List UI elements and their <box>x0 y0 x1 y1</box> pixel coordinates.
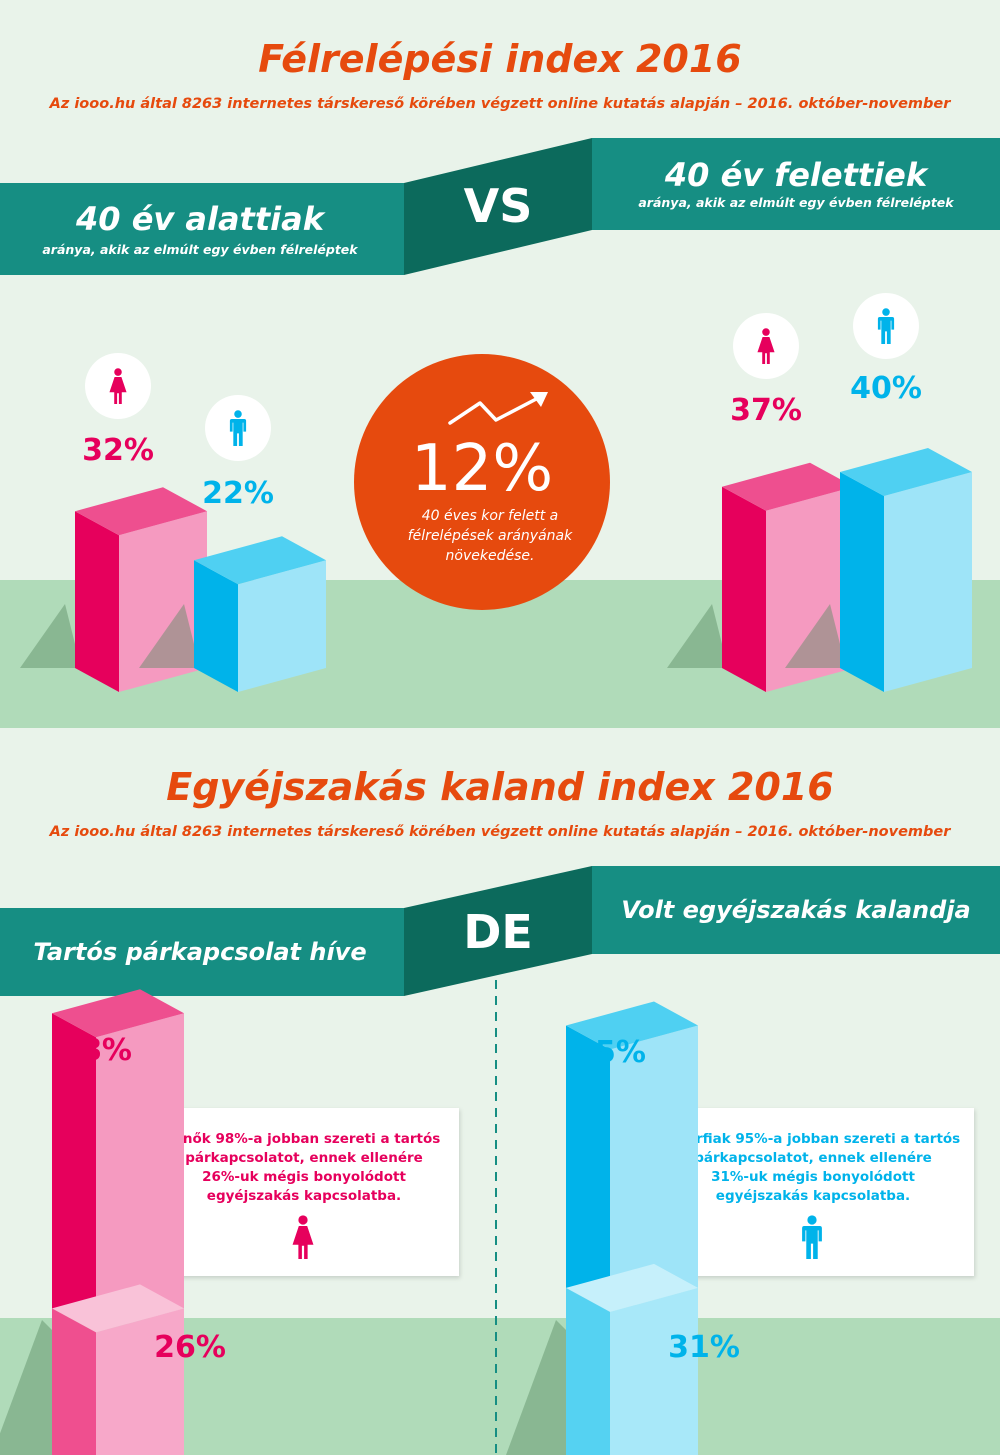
section-2: Egyéjszakás kaland index 2016 Az iooo.hu… <box>0 765 1000 1455</box>
heading-one-night: Volt egyéjszakás kalandja <box>621 896 971 924</box>
chart-2-bars <box>0 989 698 1455</box>
bar-side <box>766 486 854 692</box>
growth-text-line-1: 40 éves kor felett a <box>422 508 558 524</box>
bar-side <box>238 560 326 692</box>
men-box-line-1: A férfiak 95%-a jobban szereti a tartós <box>666 1131 960 1147</box>
de-label: DE <box>463 905 533 959</box>
bar-split-top <box>52 1284 184 1333</box>
men-info-box: A férfiak 95%-a jobban szereti a tartós … <box>658 1108 974 1276</box>
label-over-40-women: 37% <box>730 393 802 428</box>
label-men-long-term: 95% <box>574 1035 646 1070</box>
bar-male-1 <box>785 448 972 692</box>
bar-female-long-term <box>0 989 184 1455</box>
caption-under-40: aránya, akik az elmúlt egy évben félrelé… <box>42 242 358 257</box>
bar-top <box>566 1001 698 1050</box>
growth-text-line-2: félrelépések arányának <box>408 528 573 544</box>
label-under-40-women: 32% <box>82 433 154 468</box>
bar-shadow <box>667 604 722 668</box>
growth-text-line-3: növekedése. <box>446 548 535 564</box>
bar-side-lower <box>96 1308 184 1455</box>
bar-front <box>566 1025 610 1312</box>
trend-arrow-icon <box>448 392 548 425</box>
chart-1-bars <box>20 448 972 692</box>
label-women-one-night: 26% <box>154 1330 226 1365</box>
label-under-40-men: 22% <box>202 476 274 511</box>
heading-long-term: Tartós párkapcsolat híve <box>33 938 366 966</box>
women-box-line-3: 26%-uk mégis bonyolódott <box>202 1169 406 1185</box>
section-2-title: Egyéjszakás kaland index 2016 <box>166 765 834 809</box>
bar-shadow <box>785 604 840 668</box>
bar-front <box>722 486 766 692</box>
label-men-one-night: 31% <box>668 1330 740 1365</box>
bar-top <box>722 462 854 511</box>
bar-female-0 <box>20 487 207 692</box>
growth-value: 12% <box>411 432 553 506</box>
women-box-line-4: egyéjszakás kapcsolatba. <box>207 1188 401 1204</box>
men-box-line-2: párkapcsolatot, ennek ellenére <box>694 1150 932 1166</box>
bar-shadow <box>139 604 194 668</box>
men-box-line-3: 31%-uk mégis bonyolódott <box>711 1169 915 1185</box>
section-1: Félrelépési index 2016 Az iooo.hu által … <box>0 37 1000 728</box>
women-info-box: A nők 98%-a jobban szereti a tartós párk… <box>143 1108 459 1276</box>
vs-label: VS <box>464 179 533 233</box>
bar-front <box>75 511 119 692</box>
bar-split-top <box>566 1263 698 1312</box>
male-icon <box>853 293 919 359</box>
bar-shadow <box>506 1320 566 1455</box>
female-icon <box>85 353 151 419</box>
caption-over-40: aránya, akik az elmúlt egy évben félrelé… <box>638 195 954 210</box>
banner-2: Tartós párkapcsolat híve DE Volt egyéjsz… <box>0 866 1000 996</box>
bar-side <box>119 511 207 692</box>
section-1-title: Félrelépési index 2016 <box>258 37 742 81</box>
bar-male-0 <box>139 536 326 692</box>
bar-front <box>52 1013 96 1333</box>
label-women-long-term: 98% <box>60 1033 132 1068</box>
bar-female-1 <box>667 462 854 692</box>
bar-top <box>840 448 972 496</box>
bar-front <box>194 560 238 692</box>
bar-shadow <box>20 604 75 668</box>
bar-side-lower <box>610 1287 698 1455</box>
growth-circle: 12% 40 éves kor felett a félrelépések ar… <box>354 354 610 610</box>
women-box-line-1: A nők 98%-a jobban szereti a tartós <box>168 1131 441 1147</box>
men-box-line-4: egyéjszakás kapcsolatba. <box>716 1188 910 1204</box>
bar-front <box>840 472 884 692</box>
heading-over-40: 40 év felettiek <box>664 156 929 194</box>
male-icon <box>205 395 271 461</box>
label-over-40-men: 40% <box>850 371 922 406</box>
section-1-subtitle: Az iooo.hu által 8263 internetes társker… <box>49 96 952 112</box>
bar-front-lower <box>566 1287 610 1455</box>
bar-front-lower <box>52 1308 96 1455</box>
bar-side <box>884 472 972 692</box>
bar-male-long-term <box>506 1001 698 1455</box>
bar-side <box>610 1025 698 1312</box>
bar-top <box>52 989 184 1038</box>
female-icon <box>733 313 799 379</box>
bar-top <box>75 487 207 536</box>
heading-under-40: 40 év alattiak <box>75 200 326 238</box>
section-2-subtitle: Az iooo.hu által 8263 internetes társker… <box>49 824 952 840</box>
bar-side <box>96 1013 184 1333</box>
banner-1: 40 év alattiak aránya, akik az elmúlt eg… <box>0 138 1000 275</box>
women-box-line-2: párkapcsolatot, ennek ellenére <box>185 1150 423 1166</box>
bar-top <box>194 536 326 585</box>
bar-shadow <box>0 1320 52 1455</box>
